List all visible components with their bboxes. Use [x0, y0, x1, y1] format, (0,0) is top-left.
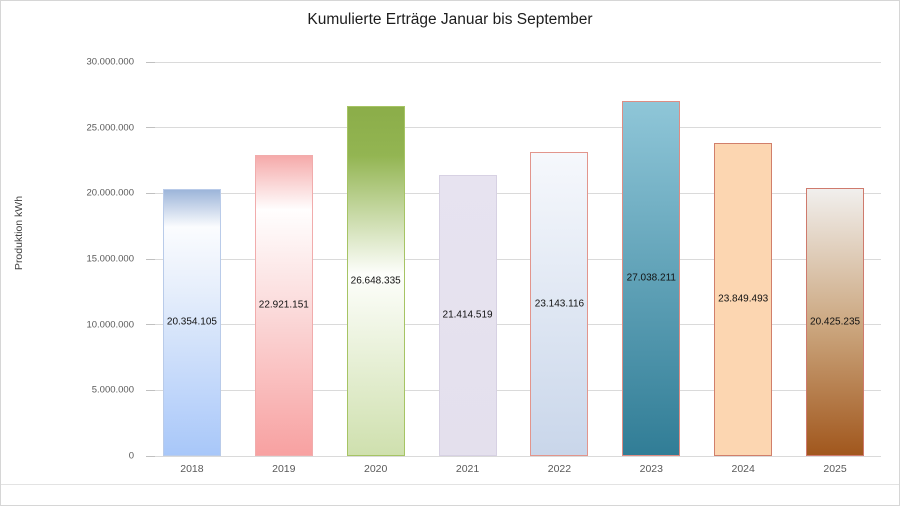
- y-tick-label: 5.000.000: [91, 384, 134, 396]
- y-tick-label: 10.000.000: [86, 319, 134, 331]
- x-tick-label-2019: 2019: [272, 463, 296, 475]
- bar-value-label-2019: 22.921.151: [258, 299, 309, 311]
- y-tick-mark: [146, 61, 155, 63]
- bar-2022: 23.143.116: [530, 152, 589, 456]
- gridline-0: [146, 455, 881, 457]
- bar-2019: 22.921.151: [254, 154, 313, 456]
- bar-2025: 20.425.235: [806, 187, 865, 456]
- chart-title: Kumulierte Erträge Januar bis September: [307, 11, 593, 28]
- x-tick-label-2023: 2023: [639, 463, 663, 475]
- x-tick-label-2018: 2018: [180, 463, 204, 475]
- plot-area: 20.354.105 22.921.151 26.648.335 21.414.519…: [146, 61, 881, 457]
- x-tick-label-2021: 2021: [455, 463, 480, 475]
- gridline-15.000.000: [146, 258, 881, 260]
- y-axis: 0 5.000.000 10.000.000 15.000.000 20.000.000…: [1, 57, 134, 462]
- gridline-10.000.000: [146, 324, 881, 326]
- y-tick-mark: [146, 258, 155, 260]
- y-tick-mark: [146, 324, 155, 326]
- gridline-5.000.000: [146, 389, 881, 391]
- x-tick-label-2024: 2024: [731, 463, 755, 475]
- gridline-30.000.000: [146, 61, 881, 63]
- x-tick-label-2025: 2025: [823, 463, 847, 475]
- y-tick-label: 15.000.000: [86, 253, 134, 265]
- y-tick-label: 20.000.000: [86, 187, 134, 199]
- y-tick-label: 0: [128, 450, 134, 462]
- bar-value-label-2025: 20.425.235: [810, 316, 861, 328]
- y-tick-mark: [146, 192, 155, 194]
- bar-value-label-2021: 21.414.519: [442, 309, 493, 321]
- bar-2020: 26.648.335: [346, 106, 405, 456]
- chart-frame-bottom: [1, 484, 899, 485]
- y-tick-mark: [146, 455, 155, 457]
- bar-value-label-2023: 27.038.211: [626, 272, 676, 284]
- gridline-20.000.000: [146, 192, 881, 194]
- y-tick-label: 30.000.000: [86, 56, 134, 68]
- bar-2023: 27.038.211: [622, 100, 681, 456]
- y-tick-mark: [146, 389, 155, 391]
- bar-2018: 20.354.105: [162, 188, 221, 456]
- x-tick-label-2020: 2020: [364, 463, 388, 475]
- bar-2021: 21.414.519: [438, 174, 497, 456]
- bar-value-label-2024: 23.849.493: [718, 293, 769, 305]
- bar-value-label-2018: 20.354.105: [166, 316, 217, 328]
- bar-2024: 23.849.493: [714, 142, 773, 456]
- gridline-25.000.000: [146, 127, 881, 129]
- y-tick-label: 25.000.000: [86, 122, 134, 134]
- bar-value-label-2022: 23.143.116: [534, 298, 585, 310]
- bar-value-label-2020: 26.648.335: [350, 275, 401, 287]
- y-tick-mark: [146, 127, 155, 129]
- x-tick-label-2022: 2022: [547, 463, 572, 475]
